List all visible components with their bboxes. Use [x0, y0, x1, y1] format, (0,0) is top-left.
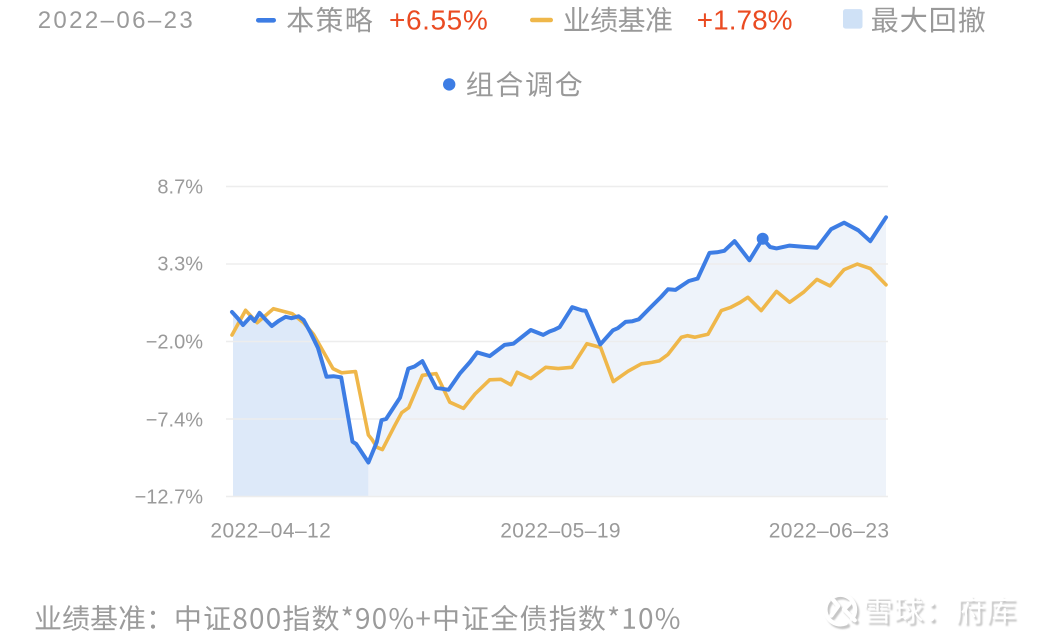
svg-text:−2.0%: −2.0%: [146, 332, 203, 354]
svg-text:3.3%: 3.3%: [157, 253, 203, 275]
svg-text:2022–06–23: 2022–06–23: [38, 7, 195, 34]
svg-text:2022–04–12: 2022–04–12: [210, 519, 331, 542]
svg-text:2022–05–19: 2022–05–19: [500, 519, 621, 542]
svg-text:−7.4%: −7.4%: [146, 409, 203, 431]
svg-text:8.7%: 8.7%: [157, 177, 203, 199]
svg-text:−12.7%: −12.7%: [135, 487, 204, 509]
svg-text:+6.55%: +6.55%: [389, 5, 488, 36]
svg-text:+1.78%: +1.78%: [697, 5, 793, 36]
svg-text:2022–06–23: 2022–06–23: [769, 519, 890, 542]
